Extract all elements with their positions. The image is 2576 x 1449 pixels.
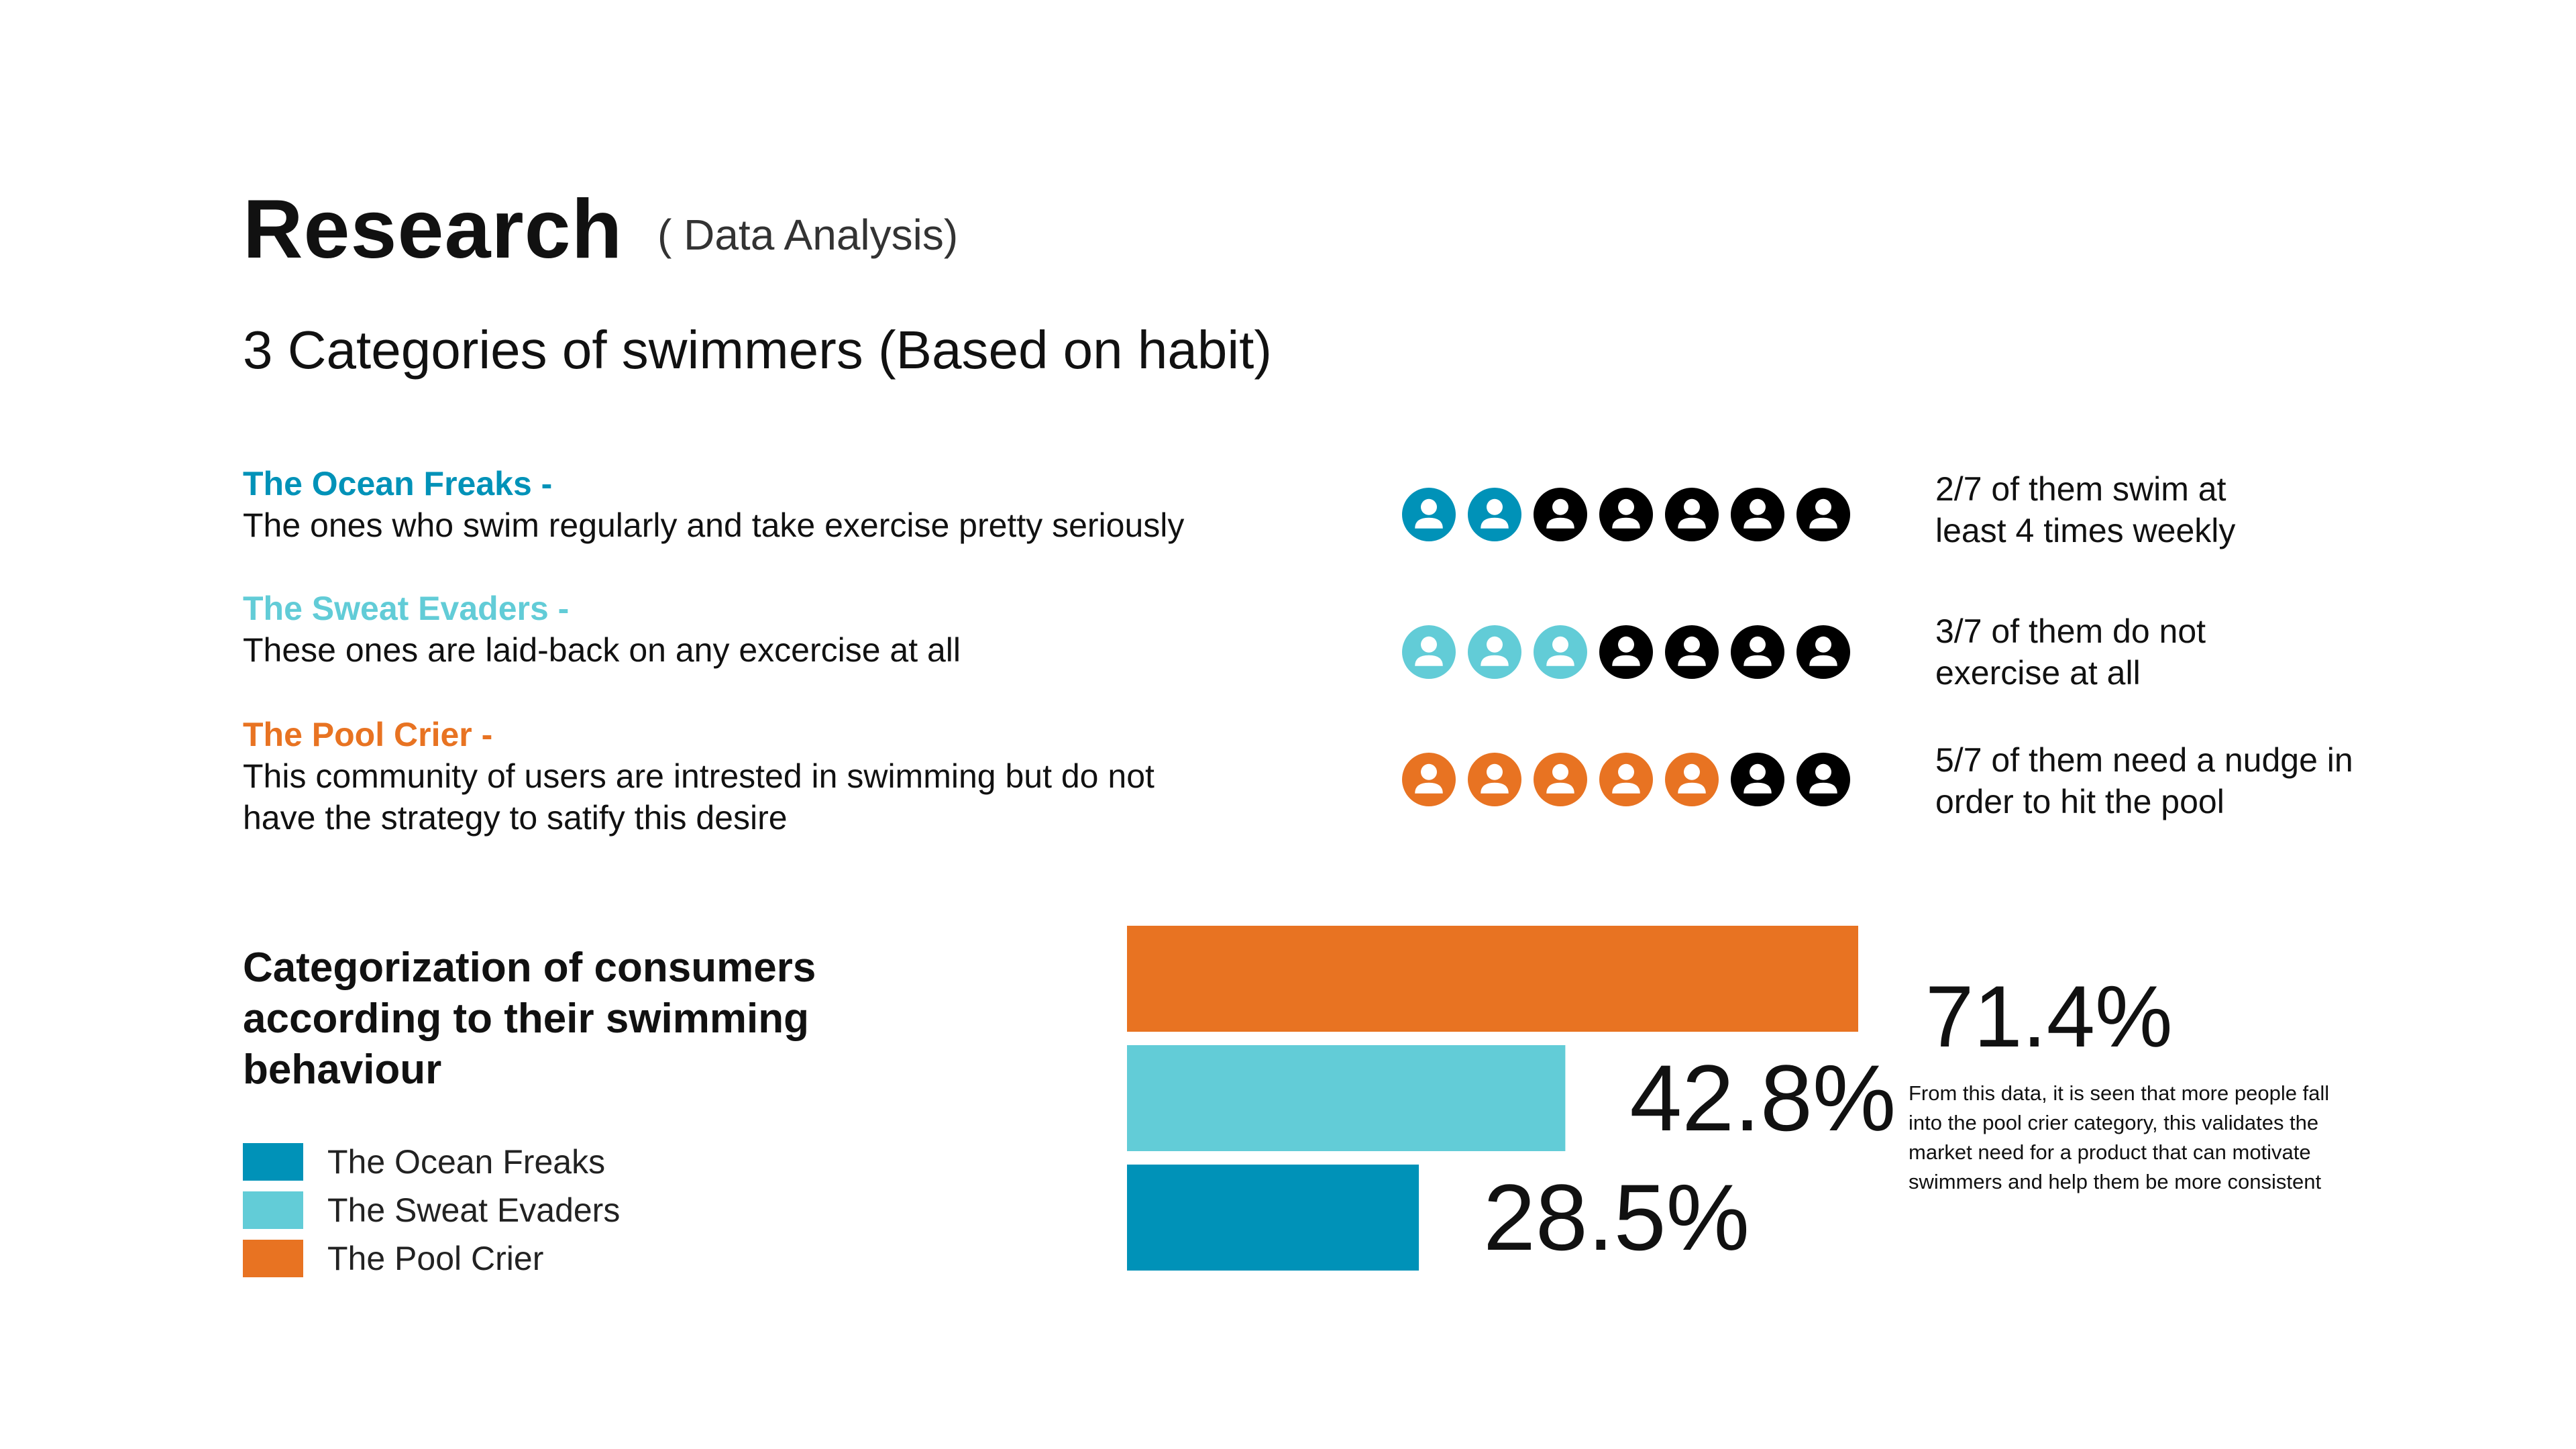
category-description: This community of users are intrested in…	[243, 757, 1155, 795]
category-description: have the strategy to satify this desire	[243, 799, 788, 837]
icon-row-ocean-freaks	[1402, 488, 1850, 541]
legend-item-sweat-evaders: The Sweat Evaders	[243, 1190, 620, 1230]
chart-heading-line: according to their swimming	[243, 996, 809, 1042]
person-icon	[1796, 625, 1850, 679]
person-icon	[1534, 488, 1587, 541]
person-icon	[1599, 753, 1653, 806]
person-icon	[1665, 488, 1719, 541]
person-icon	[1731, 488, 1784, 541]
person-icon	[1599, 488, 1653, 541]
legend-swatch	[243, 1240, 303, 1277]
stat-sweat-evaders: 3/7 of them do not exercise at all	[1935, 610, 2445, 694]
footnote-line: From this data, it is seen that more peo…	[1909, 1081, 2330, 1105]
stat-ocean-freaks: 2/7 of them swim at least 4 times weekly	[1935, 468, 2445, 551]
page-title: Research	[243, 183, 623, 276]
stat-pool-crier: 5/7 of them need a nudge in order to hit…	[1935, 739, 2445, 822]
person-icon	[1402, 488, 1456, 541]
category-name: The Sweat Evaders -	[243, 590, 570, 627]
chart-footnote: From this data, it is seen that more peo…	[1909, 1079, 2432, 1197]
person-icon	[1796, 753, 1850, 806]
person-icon	[1534, 625, 1587, 679]
data-label: 28.5%	[1483, 1165, 1750, 1270]
legend-swatch	[243, 1191, 303, 1229]
person-icon	[1599, 625, 1653, 679]
person-icon	[1402, 753, 1456, 806]
stat-line: 2/7 of them swim at	[1935, 470, 2226, 508]
stat-line: least 4 times weekly	[1935, 512, 2236, 549]
bar-the-ocean-freaks	[1127, 1165, 1419, 1271]
bar-the-sweat-evaders	[1127, 1045, 1566, 1151]
chart-heading: Categorization of consumers according to…	[243, 943, 914, 1095]
person-icon	[1665, 753, 1719, 806]
icon-row-pool-crier	[1402, 753, 1850, 806]
section-heading: 3 Categories of swimmers (Based on habit…	[243, 320, 1272, 380]
person-icon	[1468, 488, 1521, 541]
category-name: The Pool Crier -	[243, 716, 493, 753]
person-icon	[1796, 488, 1850, 541]
data-label: 42.8%	[1629, 1045, 1896, 1150]
stat-line: order to hit the pool	[1935, 783, 2224, 820]
bar-the-pool-crier	[1127, 926, 1858, 1032]
bar-chart: 42.8% 28.5%	[1127, 926, 1896, 1271]
category-ocean-freaks: The Ocean Freaks - The ones who swim reg…	[243, 463, 1350, 546]
stat-line: 3/7 of them do not	[1935, 612, 2206, 650]
legend-item-pool-crier: The Pool Crier	[243, 1238, 543, 1279]
data-label: 71.4%	[1925, 967, 2173, 1065]
person-icon	[1534, 753, 1587, 806]
legend-item-ocean-freaks: The Ocean Freaks	[243, 1142, 605, 1182]
footnote-line: market need for a product that can motiv…	[1909, 1140, 2311, 1164]
person-icon	[1468, 625, 1521, 679]
chart-heading-line: Categorization of consumers	[243, 945, 816, 991]
title-tag: ( Data Analysis)	[657, 211, 959, 259]
legend-swatch	[243, 1143, 303, 1181]
person-icon	[1731, 753, 1784, 806]
legend-label: The Pool Crier	[327, 1240, 544, 1277]
footnote-line: swimmers and help them be more consisten…	[1909, 1170, 2322, 1193]
category-description: These ones are laid-back on any excercis…	[243, 631, 961, 669]
category-description: The ones who swim regularly and take exe…	[243, 506, 1185, 544]
category-pool-crier: The Pool Crier - This community of users…	[243, 714, 1350, 839]
person-icon	[1468, 753, 1521, 806]
category-name: The Ocean Freaks -	[243, 465, 553, 502]
stat-line: exercise at all	[1935, 654, 2141, 692]
person-icon	[1402, 625, 1456, 679]
chart-heading-line: behaviour	[243, 1046, 442, 1093]
legend-label: The Sweat Evaders	[327, 1191, 621, 1229]
footnote-line: into the pool crier category, this valid…	[1909, 1111, 2319, 1134]
legend-label: The Ocean Freaks	[327, 1143, 606, 1181]
icon-row-sweat-evaders	[1402, 625, 1850, 679]
category-sweat-evaders: The Sweat Evaders - These ones are laid-…	[243, 588, 1350, 671]
person-icon	[1731, 625, 1784, 679]
person-icon	[1665, 625, 1719, 679]
stat-line: 5/7 of them need a nudge in	[1935, 741, 2353, 779]
